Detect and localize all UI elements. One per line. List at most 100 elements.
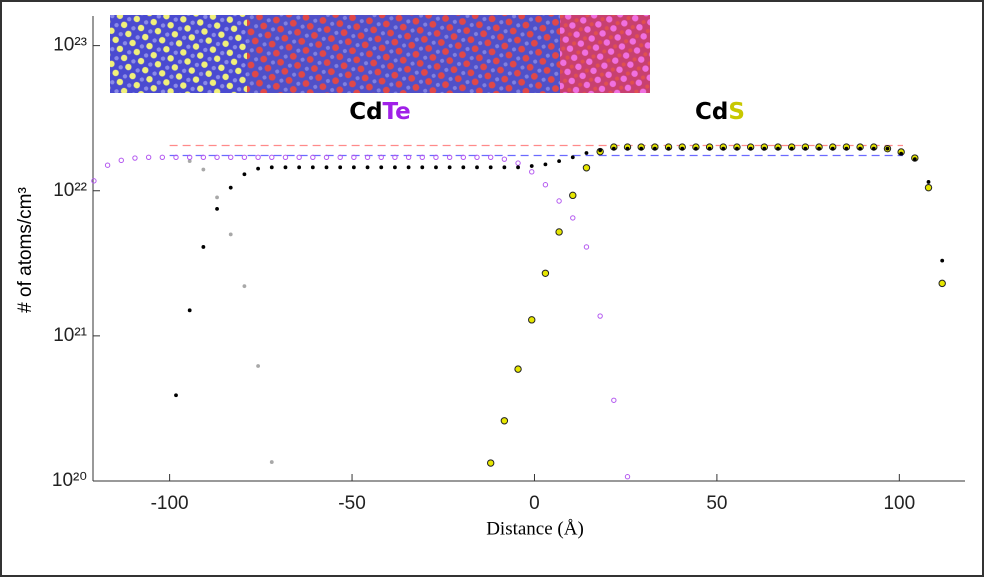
point [242, 284, 247, 289]
point [542, 182, 549, 188]
point [228, 185, 233, 190]
point [296, 154, 302, 161]
point [241, 154, 248, 161]
point [145, 154, 152, 161]
point [529, 169, 535, 175]
point [174, 393, 178, 398]
point [582, 164, 591, 172]
point [337, 154, 343, 161]
point [475, 165, 479, 170]
point [885, 146, 890, 151]
point [433, 154, 439, 161]
point [912, 157, 917, 162]
point [419, 154, 425, 161]
point [938, 279, 946, 288]
point [570, 215, 576, 221]
point [541, 269, 550, 277]
point [899, 151, 904, 156]
point [187, 308, 192, 313]
annotation-part: Cd [349, 99, 382, 125]
point [557, 159, 562, 164]
point [173, 154, 179, 161]
point [721, 146, 726, 151]
point [598, 148, 603, 153]
point [748, 146, 753, 151]
point [529, 164, 534, 168]
annotation-part: S [728, 99, 745, 125]
point [378, 154, 384, 161]
point [447, 165, 452, 170]
point [514, 365, 522, 373]
point [487, 154, 494, 161]
point [556, 198, 562, 204]
point [666, 146, 671, 151]
point [474, 154, 480, 161]
x-tick-label: 50 [706, 493, 727, 514]
point [570, 155, 575, 160]
point [215, 195, 219, 200]
point [406, 165, 411, 170]
point [569, 191, 577, 200]
point [159, 154, 166, 161]
x-tick-label: 100 [883, 493, 915, 514]
point [420, 165, 425, 170]
point [830, 146, 835, 151]
point [583, 244, 590, 250]
point [707, 146, 712, 151]
point [364, 154, 371, 161]
point [543, 162, 548, 167]
x-tick-label: -50 [338, 493, 365, 514]
point [215, 206, 219, 211]
point [283, 165, 288, 170]
point [186, 154, 193, 161]
annotation: CdTe [349, 99, 411, 125]
point [611, 146, 616, 151]
point [776, 146, 780, 151]
point [405, 154, 412, 161]
point [501, 156, 508, 162]
point [817, 146, 821, 151]
y-axis-label: # of atoms/cm³ [15, 187, 36, 313]
y-tick-label: 10²² [53, 180, 87, 201]
point [379, 165, 384, 170]
point [515, 160, 521, 166]
point [351, 154, 357, 161]
point [555, 228, 563, 236]
point [228, 154, 234, 161]
point [324, 165, 329, 170]
point [269, 154, 275, 161]
point [118, 157, 124, 164]
point [255, 154, 261, 161]
point [789, 146, 794, 151]
point [310, 165, 315, 170]
point [269, 165, 274, 170]
point [528, 316, 536, 324]
point [392, 154, 398, 161]
point [460, 154, 467, 161]
point [924, 183, 933, 192]
point [502, 165, 507, 170]
point [282, 154, 289, 161]
y-tick-label: 10²³ [53, 35, 87, 56]
point [584, 151, 589, 155]
annotation-part: Cd [695, 99, 728, 125]
point [104, 162, 111, 168]
point [434, 165, 438, 170]
x-tick-label: -100 [151, 493, 189, 514]
point [611, 397, 617, 403]
point [639, 146, 644, 151]
point [323, 154, 330, 161]
point [297, 165, 302, 170]
point [844, 146, 849, 151]
point [597, 313, 603, 319]
point [200, 154, 207, 161]
point [940, 258, 945, 263]
point [269, 460, 274, 464]
point [735, 146, 739, 151]
x-axis-label: Distance (Å) [486, 518, 584, 539]
point [91, 178, 97, 184]
structure-image [110, 15, 650, 93]
point [803, 146, 808, 151]
y-tick-label: 10²¹ [53, 325, 87, 346]
